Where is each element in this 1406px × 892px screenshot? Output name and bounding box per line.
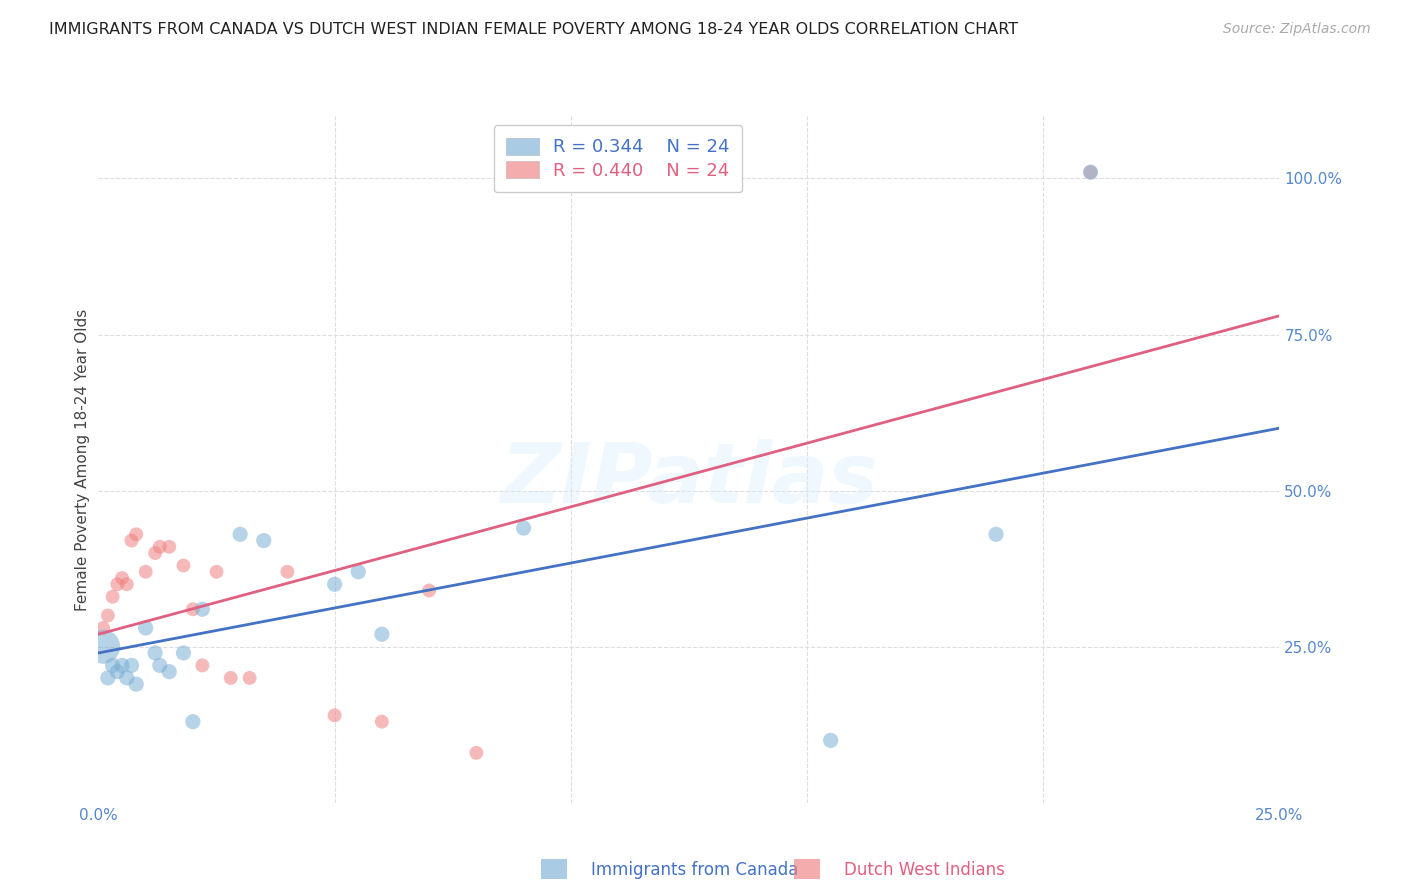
- Point: [172, 558, 194, 573]
- Text: Immigrants from Canada: Immigrants from Canada: [591, 861, 797, 879]
- Point: [135, 621, 157, 635]
- Point: [157, 540, 180, 554]
- Point: [125, 527, 148, 541]
- Point: [253, 533, 276, 548]
- Point: [219, 671, 242, 685]
- Point: [181, 602, 204, 616]
- Point: [276, 565, 298, 579]
- Point: [121, 533, 143, 548]
- Text: IMMIGRANTS FROM CANADA VS DUTCH WEST INDIAN FEMALE POVERTY AMONG 18-24 YEAR OLDS: IMMIGRANTS FROM CANADA VS DUTCH WEST IND…: [49, 22, 1018, 37]
- Point: [101, 590, 124, 604]
- Point: [371, 627, 394, 641]
- Point: [135, 565, 157, 579]
- Point: [172, 646, 194, 660]
- Point: [191, 658, 214, 673]
- Point: [239, 671, 262, 685]
- Y-axis label: Female Poverty Among 18-24 Year Olds: Female Poverty Among 18-24 Year Olds: [75, 309, 90, 610]
- Point: [181, 714, 204, 729]
- Point: [371, 714, 394, 729]
- Point: [143, 646, 166, 660]
- Point: [115, 577, 138, 591]
- Legend: R = 0.344    N = 24, R = 0.440    N = 24: R = 0.344 N = 24, R = 0.440 N = 24: [494, 125, 742, 193]
- Point: [91, 621, 114, 635]
- Text: Dutch West Indians: Dutch West Indians: [844, 861, 1004, 879]
- Point: [229, 527, 252, 541]
- Point: [121, 658, 143, 673]
- Point: [97, 608, 120, 623]
- Text: Source: ZipAtlas.com: Source: ZipAtlas.com: [1223, 22, 1371, 37]
- Point: [105, 577, 128, 591]
- Point: [323, 577, 346, 591]
- Point: [1080, 165, 1102, 179]
- Point: [91, 640, 114, 654]
- Point: [347, 565, 370, 579]
- Point: [465, 746, 488, 760]
- Point: [512, 521, 534, 535]
- Point: [157, 665, 180, 679]
- Point: [111, 658, 134, 673]
- Point: [205, 565, 228, 579]
- Text: ZIPatlas: ZIPatlas: [501, 440, 877, 521]
- Point: [101, 658, 124, 673]
- Point: [97, 671, 120, 685]
- Point: [149, 658, 172, 673]
- Point: [820, 733, 842, 747]
- Point: [149, 540, 172, 554]
- Point: [111, 571, 134, 585]
- Point: [191, 602, 214, 616]
- Point: [984, 527, 1007, 541]
- Point: [323, 708, 346, 723]
- Point: [418, 583, 440, 598]
- Point: [105, 665, 128, 679]
- Point: [125, 677, 148, 691]
- Point: [143, 546, 166, 560]
- Point: [115, 671, 138, 685]
- Point: [1080, 165, 1102, 179]
